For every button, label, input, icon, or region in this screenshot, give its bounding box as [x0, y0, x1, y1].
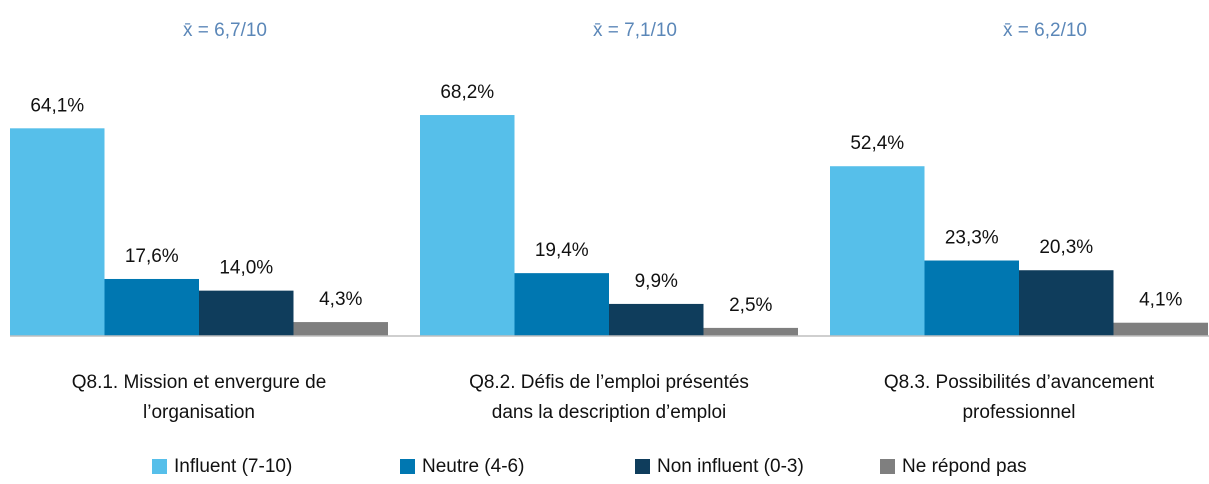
- value-label: 52,4%: [850, 133, 904, 154]
- legend-swatch: [635, 459, 650, 474]
- value-label: 9,9%: [635, 271, 678, 292]
- bar: [10, 128, 105, 336]
- legend-label: Non influent (0-3): [657, 456, 804, 477]
- value-label: 19,4%: [535, 240, 589, 261]
- legend-swatch: [880, 459, 895, 474]
- value-label: 68,2%: [440, 82, 494, 103]
- bar: [1019, 270, 1114, 336]
- bar: [1113, 322, 1208, 336]
- value-label: 23,3%: [945, 228, 999, 249]
- legend-swatch: [152, 459, 167, 474]
- value-label: 64,1%: [30, 95, 84, 116]
- bar: [703, 327, 798, 336]
- annotation: x̄ = 7,1/10: [593, 20, 677, 41]
- value-label: 2,5%: [729, 295, 772, 316]
- annotation: x̄ = 6,2/10: [1003, 20, 1087, 41]
- bar: [199, 290, 294, 336]
- value-label: 4,1%: [1139, 290, 1182, 311]
- value-label: 20,3%: [1039, 237, 1093, 258]
- bar: [609, 303, 704, 336]
- category-label: Q8.1. Mission et envergure de l’organisa…: [71, 372, 327, 423]
- value-label: 4,3%: [319, 289, 362, 310]
- bar: [420, 115, 515, 336]
- value-label: 17,6%: [125, 246, 179, 267]
- bar: [924, 260, 1019, 336]
- value-label: 14,0%: [219, 258, 273, 279]
- legend-label: Neutre (4-6): [422, 456, 524, 477]
- legend-label: Ne répond pas: [902, 456, 1027, 477]
- bar: [514, 273, 609, 336]
- legend-label: Influent (7-10): [174, 456, 292, 477]
- annotation: x̄ = 6,7/10: [183, 20, 267, 41]
- bar: [104, 278, 199, 336]
- bar: [830, 166, 925, 336]
- bar: [293, 322, 388, 336]
- legend-swatch: [400, 459, 415, 474]
- category-label: Q8.3. Possibilités d’avancement professi…: [883, 372, 1155, 423]
- category-label: Q8.2. Défis de l’emploi présentés dans l…: [469, 372, 749, 423]
